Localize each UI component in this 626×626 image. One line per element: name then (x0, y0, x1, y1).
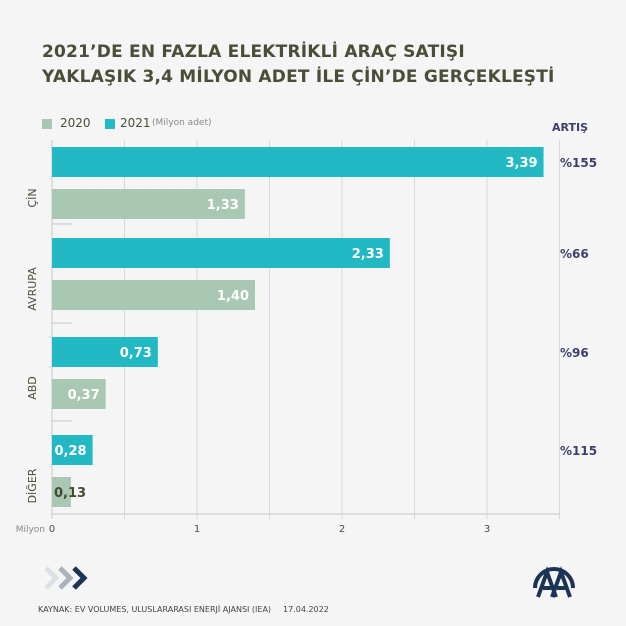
aa-logo (533, 566, 575, 598)
bar-value-label: 0,37 (68, 388, 100, 403)
bar-2021-3 (52, 435, 93, 465)
title-line-1: 2021’DE EN FAZLA ELEKTRİKLİ ARAÇ SATIŞI (42, 42, 465, 62)
bar-2021-1 (52, 238, 390, 268)
x-tick-label: 2 (339, 524, 345, 535)
category-label: AVRUPA (26, 267, 39, 311)
category-label: ÇİN (26, 188, 39, 207)
category-label: ABD (26, 376, 39, 400)
growth-header: ARTIŞ (552, 121, 589, 134)
legend-2020: 2020 (60, 116, 91, 130)
bar-value-label: 3,39 (505, 156, 537, 171)
date-text: 17.04.2022 (283, 605, 329, 614)
source-text: KAYNAK: EV VOLUMES, ULUSLARARASI ENERJİ … (38, 605, 272, 614)
legend-2021: 2021 (120, 116, 151, 130)
growth-value: %66 (560, 247, 589, 261)
bar-value-label: 0,13 (54, 486, 86, 501)
x-tick-label: 1 (194, 524, 200, 535)
growth-value: %155 (560, 156, 597, 170)
legend-swatch-2020 (42, 119, 52, 129)
bar-value-label: 1,33 (207, 198, 239, 213)
growth-value: %96 (560, 346, 589, 360)
bar-2020-0 (52, 189, 245, 219)
x-axis-label: Milyon (16, 525, 45, 535)
category-label: DİĞER (26, 468, 39, 503)
bar-value-label: 0,73 (120, 346, 152, 361)
bar-value-label: 0,28 (55, 444, 87, 459)
bar-2020-1 (52, 280, 255, 310)
growth-value: %115 (560, 444, 597, 458)
bar-2021-2 (52, 337, 158, 367)
bar-value-label: 1,40 (217, 289, 249, 304)
chevrons-icon (44, 566, 88, 590)
bar-2020-2 (52, 379, 106, 409)
bar-value-label: 2,33 (352, 247, 384, 262)
x-tick-label: 3 (484, 524, 490, 535)
x-tick-label: 0 (49, 524, 55, 535)
bar-2020-3 (52, 477, 71, 507)
legend-swatch-2021 (105, 119, 115, 129)
title-line-2: YAKLAŞIK 3,4 MİLYON ADET İLE ÇİN’DE GERÇ… (42, 67, 555, 87)
legend-unit-note: (Milyon adet) (152, 118, 212, 128)
bar-2021-0 (52, 147, 544, 177)
